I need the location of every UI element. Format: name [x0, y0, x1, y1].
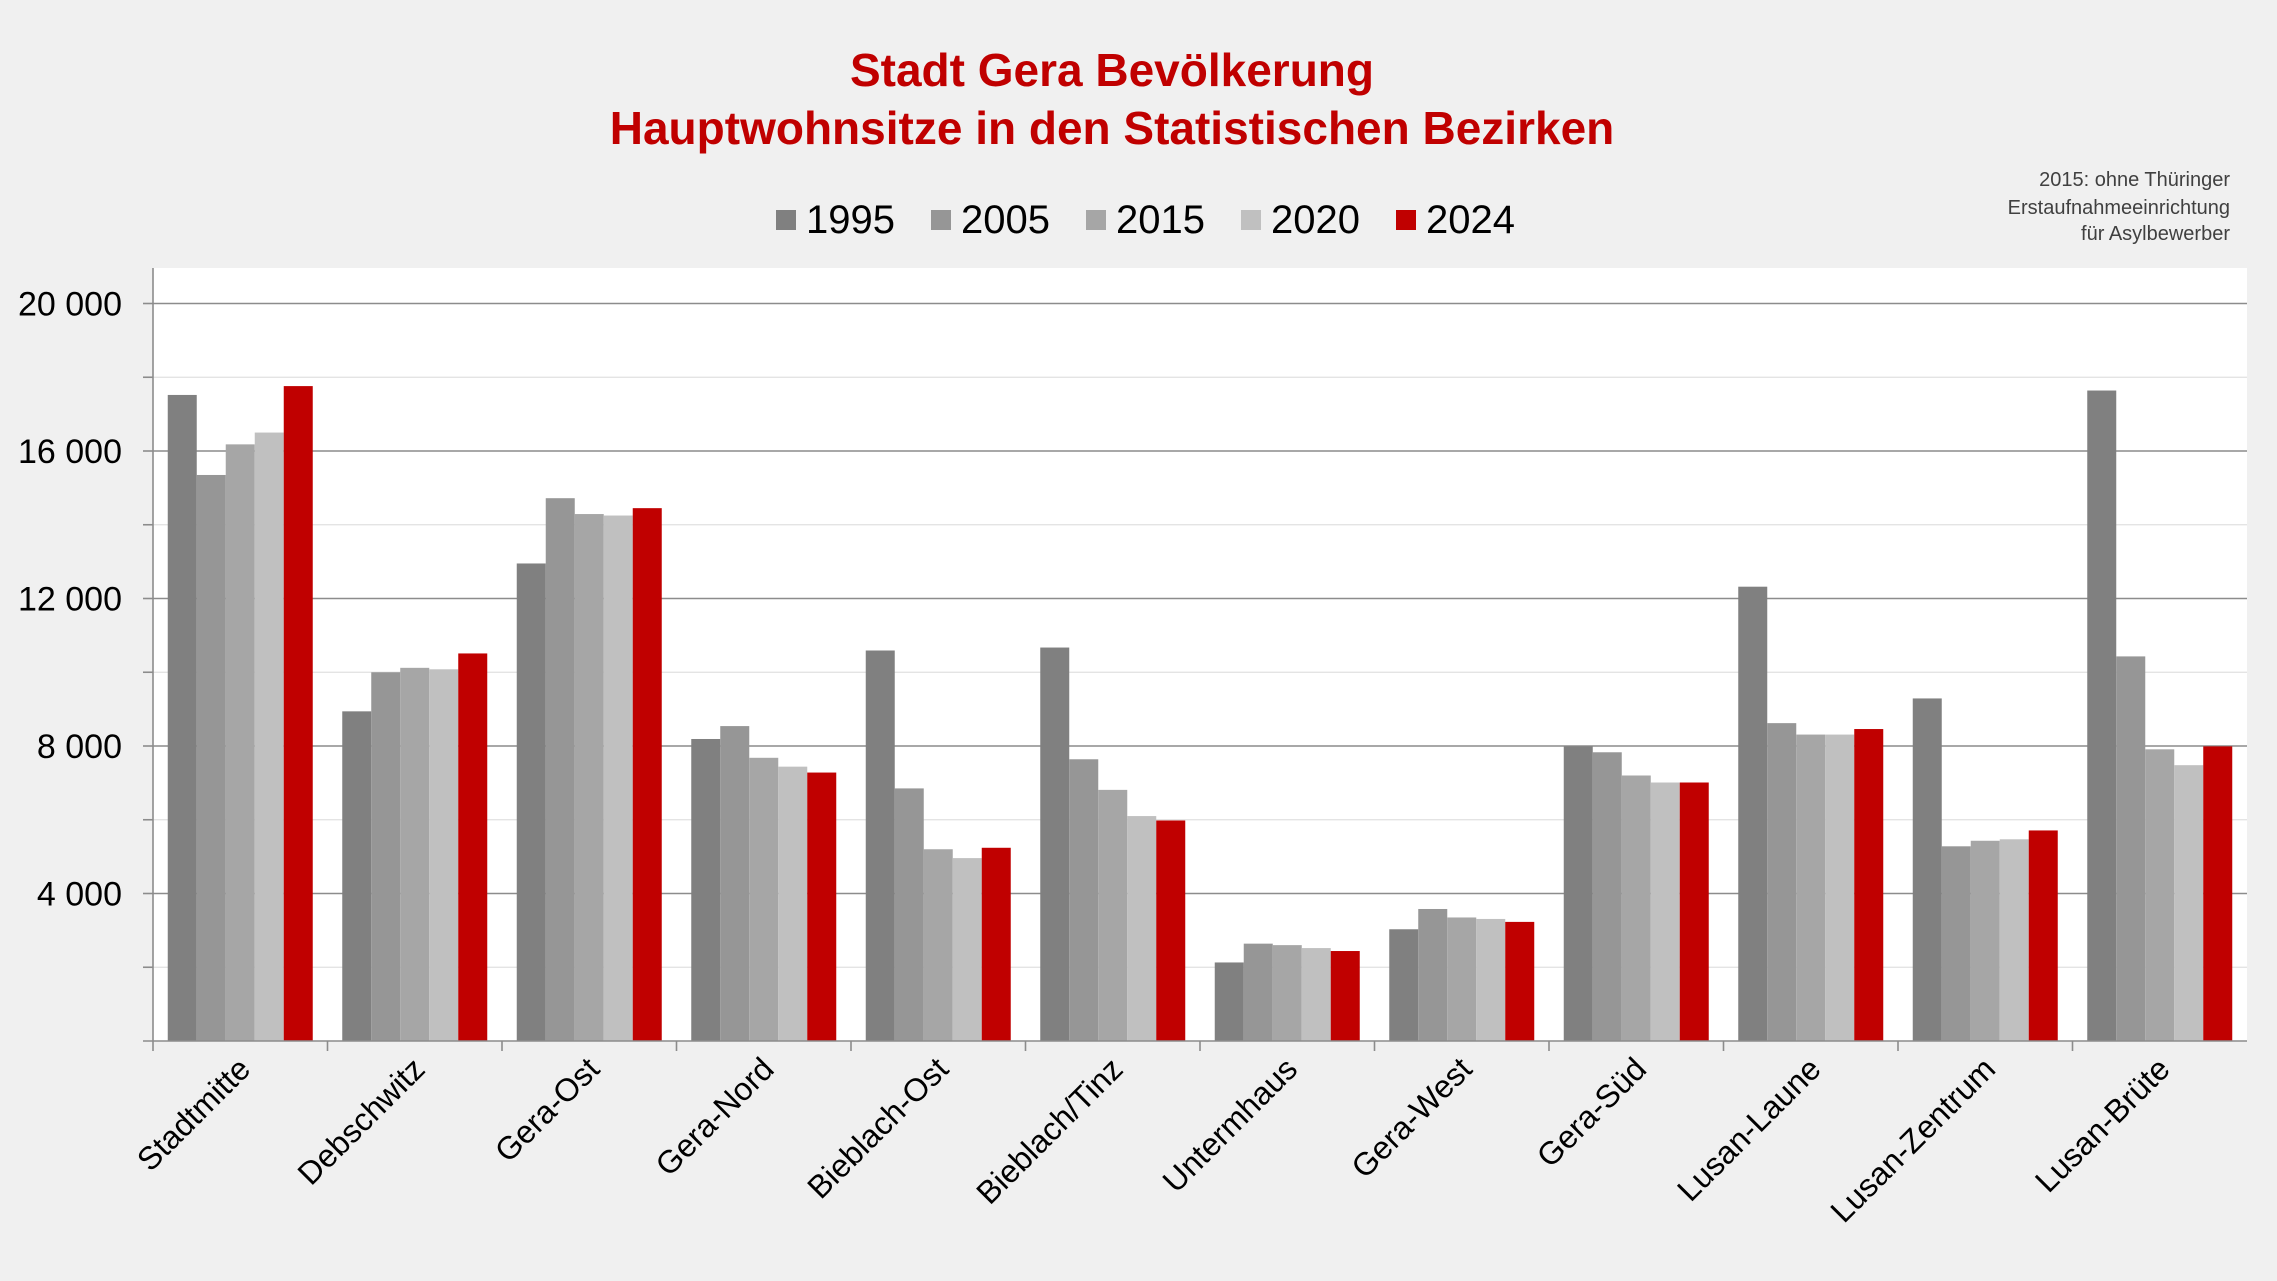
x-tick-label: Gera-Ost [488, 1050, 607, 1169]
bar-2015 [2145, 749, 2175, 1041]
x-tick-label: Bieblach-Ost [800, 1050, 955, 1205]
bar-2024 [632, 508, 662, 1041]
bar-2024 [1156, 820, 1186, 1041]
bar-2024 [458, 653, 488, 1041]
bar-2015 [574, 514, 604, 1041]
y-tick-label: 4 000 [37, 876, 122, 914]
bar-1995 [167, 394, 197, 1041]
bar-2005 [2116, 656, 2146, 1041]
bar-2020 [1301, 948, 1331, 1041]
bar-2005 [1069, 759, 1099, 1041]
bar-2005 [545, 498, 575, 1041]
bar-1995 [865, 650, 895, 1041]
x-tick-label: Bieblach/Tinz [969, 1050, 1129, 1210]
x-tick-label: Lusan-Brüte [2028, 1050, 2177, 1199]
chart-title-line-1: Stadt Gera Bevölkerung [850, 44, 1374, 96]
bar-1995 [691, 738, 721, 1041]
bar-2015 [1796, 734, 1826, 1041]
bar-2005 [1767, 723, 1797, 1041]
bar-2024 [2028, 830, 2058, 1041]
plot-area [153, 268, 2247, 1041]
bar-1995 [1040, 647, 1070, 1041]
legend-label-2015: 2015 [1116, 198, 1205, 242]
x-tick-label: Lusan-Zentrum [1823, 1050, 2002, 1229]
note-line-2: Erstaufnahmeeinrichtung [2008, 197, 2230, 219]
bar-2015 [923, 849, 953, 1041]
legend-swatch-2015 [1086, 210, 1106, 230]
bar-2015 [749, 757, 779, 1041]
bar-2015 [1272, 945, 1302, 1041]
bar-1995 [516, 563, 546, 1041]
legend-swatch-2024 [1396, 210, 1416, 230]
y-tick-label: 20 000 [18, 286, 122, 324]
bar-2005 [1941, 846, 1971, 1041]
legend-label-1995: 1995 [806, 198, 895, 242]
x-tick-label: Debschwitz [291, 1050, 432, 1191]
x-tick-label: Gera-Süd [1530, 1050, 1654, 1174]
legend-label-2024: 2024 [1426, 198, 1515, 242]
bar-2020 [254, 432, 284, 1041]
bar-1995 [1738, 586, 1768, 1041]
bar-2024 [283, 386, 313, 1042]
bar-2005 [1592, 752, 1622, 1041]
bar-2005 [371, 672, 401, 1041]
note-line-1: 2015: ohne Thüringer [2039, 169, 2230, 191]
bar-2015 [225, 444, 255, 1041]
legend-swatch-2020 [1241, 210, 1261, 230]
bar-2020 [1127, 816, 1157, 1041]
x-tick-label: Gera-West [1344, 1050, 1479, 1185]
bar-2024 [1854, 729, 1884, 1041]
y-tick-label: 16 000 [18, 433, 122, 471]
legend-label-2020: 2020 [1271, 198, 1360, 242]
bar-2020 [952, 858, 982, 1041]
bar-2015 [1447, 917, 1477, 1041]
bar-2020 [603, 515, 633, 1041]
bar-2005 [1243, 943, 1273, 1041]
bar-2020 [1476, 918, 1506, 1041]
bar-1995 [342, 711, 372, 1041]
bar-2024 [2203, 746, 2233, 1041]
bar-1995 [1214, 962, 1244, 1041]
bar-2024 [807, 772, 837, 1041]
bar-1995 [1563, 746, 1593, 1041]
bar-2005 [894, 788, 924, 1041]
bar-1995 [1389, 929, 1419, 1041]
x-tick-label: Gera-Nord [648, 1050, 780, 1182]
x-tick-label: Untermhaus [1155, 1050, 1304, 1199]
bar-2005 [1418, 908, 1448, 1041]
chart-title-line-2: Hauptwohnsitze in den Statistischen Bezi… [610, 102, 1615, 154]
x-tick-label: Stadtmitte [130, 1050, 257, 1177]
bar-2020 [2174, 765, 2204, 1041]
bar-2020 [429, 669, 459, 1041]
bar-2024 [981, 847, 1011, 1041]
bar-2024 [1679, 782, 1709, 1041]
bar-1995 [1912, 698, 1942, 1041]
bar-2020 [1825, 734, 1855, 1041]
bar-2015 [1098, 789, 1128, 1041]
bar-2015 [400, 667, 430, 1041]
bar-2024 [1505, 921, 1535, 1041]
legend-swatch-2005 [931, 210, 951, 230]
bar-2020 [1650, 782, 1680, 1041]
bar-2024 [1330, 951, 1360, 1041]
y-tick-label: 8 000 [37, 728, 122, 766]
bar-2020 [1999, 839, 2029, 1041]
bar-2015 [1970, 840, 2000, 1041]
bar-1995 [2087, 390, 2117, 1041]
legend-swatch-1995 [776, 210, 796, 230]
y-tick-label: 12 000 [18, 581, 122, 619]
x-tick-label: Lusan-Laune [1670, 1050, 1828, 1208]
bar-2020 [778, 766, 808, 1041]
bar-2005 [196, 474, 226, 1041]
bar-2015 [1621, 775, 1651, 1041]
note-line-3: für Asylbewerber [2081, 223, 2230, 245]
legend-label-2005: 2005 [961, 198, 1050, 242]
bar-2005 [720, 726, 750, 1041]
